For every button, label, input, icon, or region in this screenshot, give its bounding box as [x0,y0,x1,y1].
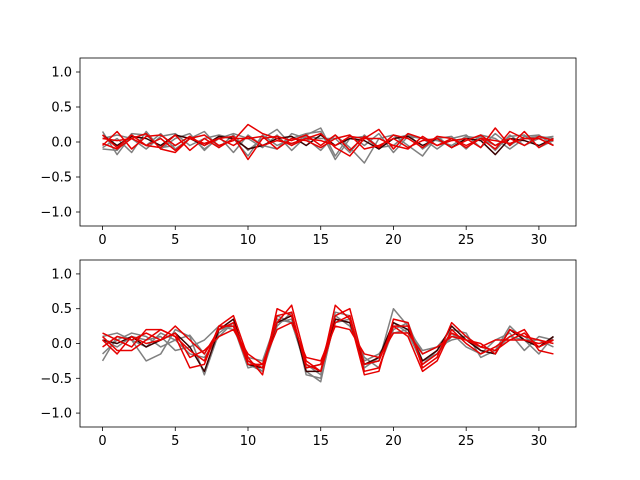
x-tick-label: 20 [385,434,402,449]
x-tick-label: 15 [312,434,329,449]
x-tick-label: 5 [171,233,179,248]
series-line-9 [102,321,554,366]
series-line-9 [102,132,554,154]
y-tick-label: 1.0 [51,267,72,282]
axes-bottom: 0 5 10 15 20 25 30 −1.0 −0.5 0.0 0.5 1.0 [40,259,577,449]
series-line-7 [102,307,554,373]
y-tick-label: −1.0 [40,206,72,221]
y-tick-label: 0.5 [51,302,72,317]
y-tick-label: −0.5 [40,372,72,387]
x-tick-label: 10 [240,233,257,248]
x-tick-label: 25 [458,233,475,248]
x-tick-label: 0 [98,434,106,449]
y-tick-label: 0.0 [51,136,72,151]
x-tick-label: 10 [240,434,257,449]
x-tick-label: 5 [171,434,179,449]
axes-top: 0 5 10 15 20 25 30 −1.0 −0.5 0.0 0.5 1.0 [40,57,577,248]
x-tick-label: 15 [312,233,329,248]
x-tick-label: 30 [531,233,548,248]
x-tick-label: 0 [98,233,106,248]
x-tick-label: 20 [385,233,402,248]
y-tick-label: −1.0 [40,407,72,422]
y-tick-label: 0.0 [51,337,72,352]
y-tick-label: −0.5 [40,171,72,186]
y-tick-label: 0.5 [51,101,72,116]
x-tick-label: 30 [531,434,548,449]
y-tick-label: 1.0 [51,66,72,81]
x-tick-label: 25 [458,434,475,449]
series-line-8 [102,304,554,373]
